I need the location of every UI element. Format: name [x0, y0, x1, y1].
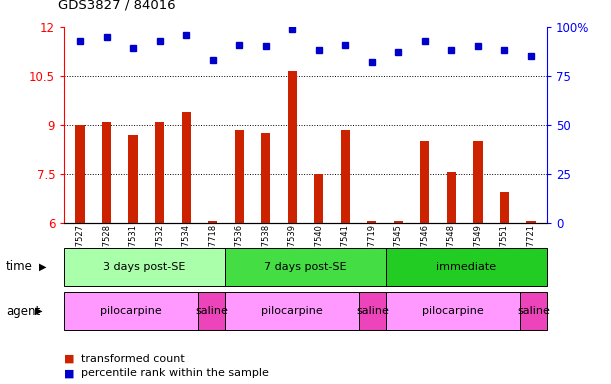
Bar	[367, 221, 376, 223]
Bar	[526, 221, 536, 223]
Text: saline: saline	[517, 306, 550, 316]
Bar	[288, 71, 297, 223]
Bar	[359, 292, 386, 330]
Bar	[386, 248, 547, 286]
Bar	[225, 248, 386, 286]
Bar	[235, 130, 244, 223]
Bar	[520, 292, 547, 330]
Text: time: time	[6, 260, 33, 273]
Bar	[102, 121, 111, 223]
Bar	[128, 135, 137, 223]
Bar	[447, 172, 456, 223]
Bar	[225, 292, 359, 330]
Text: agent: agent	[6, 305, 40, 318]
Bar	[261, 133, 270, 223]
Bar	[474, 141, 483, 223]
Bar	[64, 248, 225, 286]
Text: saline: saline	[195, 306, 228, 316]
Text: pilocarpine: pilocarpine	[422, 306, 484, 316]
Bar	[208, 221, 218, 223]
Bar	[314, 174, 323, 223]
Bar	[198, 292, 225, 330]
Bar	[341, 130, 350, 223]
Text: 3 days post-SE: 3 days post-SE	[103, 262, 186, 272]
Bar	[386, 292, 520, 330]
Text: ▶: ▶	[35, 306, 43, 316]
Text: ■: ■	[64, 368, 75, 378]
Text: percentile rank within the sample: percentile rank within the sample	[81, 368, 269, 378]
Bar	[75, 125, 85, 223]
Text: pilocarpine: pilocarpine	[262, 306, 323, 316]
Bar	[500, 192, 509, 223]
Text: ■: ■	[64, 354, 75, 364]
Text: GDS3827 / 84016: GDS3827 / 84016	[58, 0, 176, 12]
Text: pilocarpine: pilocarpine	[100, 306, 162, 316]
Bar	[181, 112, 191, 223]
Bar	[393, 221, 403, 223]
Bar	[64, 292, 198, 330]
Text: ▶: ▶	[38, 262, 46, 272]
Text: 7 days post-SE: 7 days post-SE	[264, 262, 347, 272]
Bar	[155, 121, 164, 223]
Text: transformed count: transformed count	[81, 354, 185, 364]
Text: immediate: immediate	[436, 262, 497, 272]
Text: saline: saline	[356, 306, 389, 316]
Bar	[420, 141, 430, 223]
